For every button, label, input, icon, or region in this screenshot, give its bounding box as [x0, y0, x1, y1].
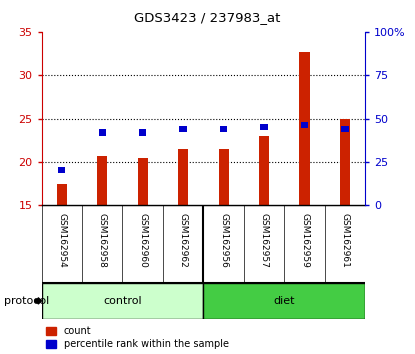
Bar	[97, 156, 107, 205]
Text: GSM162957: GSM162957	[259, 213, 269, 268]
Bar	[179, 126, 187, 132]
Bar	[259, 136, 269, 205]
Bar	[203, 283, 365, 319]
Bar	[178, 149, 188, 205]
Text: GSM162960: GSM162960	[138, 213, 147, 268]
Bar	[260, 124, 268, 130]
Text: GSM162958: GSM162958	[98, 213, 107, 268]
Bar	[57, 184, 67, 205]
Bar	[219, 149, 229, 205]
Text: GSM162959: GSM162959	[300, 213, 309, 268]
Text: GSM162954: GSM162954	[57, 213, 66, 268]
Bar	[300, 52, 310, 205]
Bar	[138, 158, 148, 205]
Bar	[341, 126, 349, 132]
Text: diet: diet	[273, 296, 295, 306]
Bar	[301, 122, 308, 128]
Text: GDS3423 / 237983_at: GDS3423 / 237983_at	[134, 11, 281, 24]
Bar	[340, 119, 350, 205]
Bar	[58, 167, 66, 173]
Text: GSM162961: GSM162961	[340, 213, 349, 268]
Text: control: control	[103, 296, 142, 306]
Bar	[42, 283, 203, 319]
Text: GSM162956: GSM162956	[219, 213, 228, 268]
Bar	[220, 126, 227, 132]
Text: GSM162962: GSM162962	[178, 213, 188, 268]
Bar	[139, 130, 146, 136]
Bar	[98, 130, 106, 136]
Legend: count, percentile rank within the sample: count, percentile rank within the sample	[46, 326, 229, 349]
Text: protocol: protocol	[4, 296, 49, 306]
